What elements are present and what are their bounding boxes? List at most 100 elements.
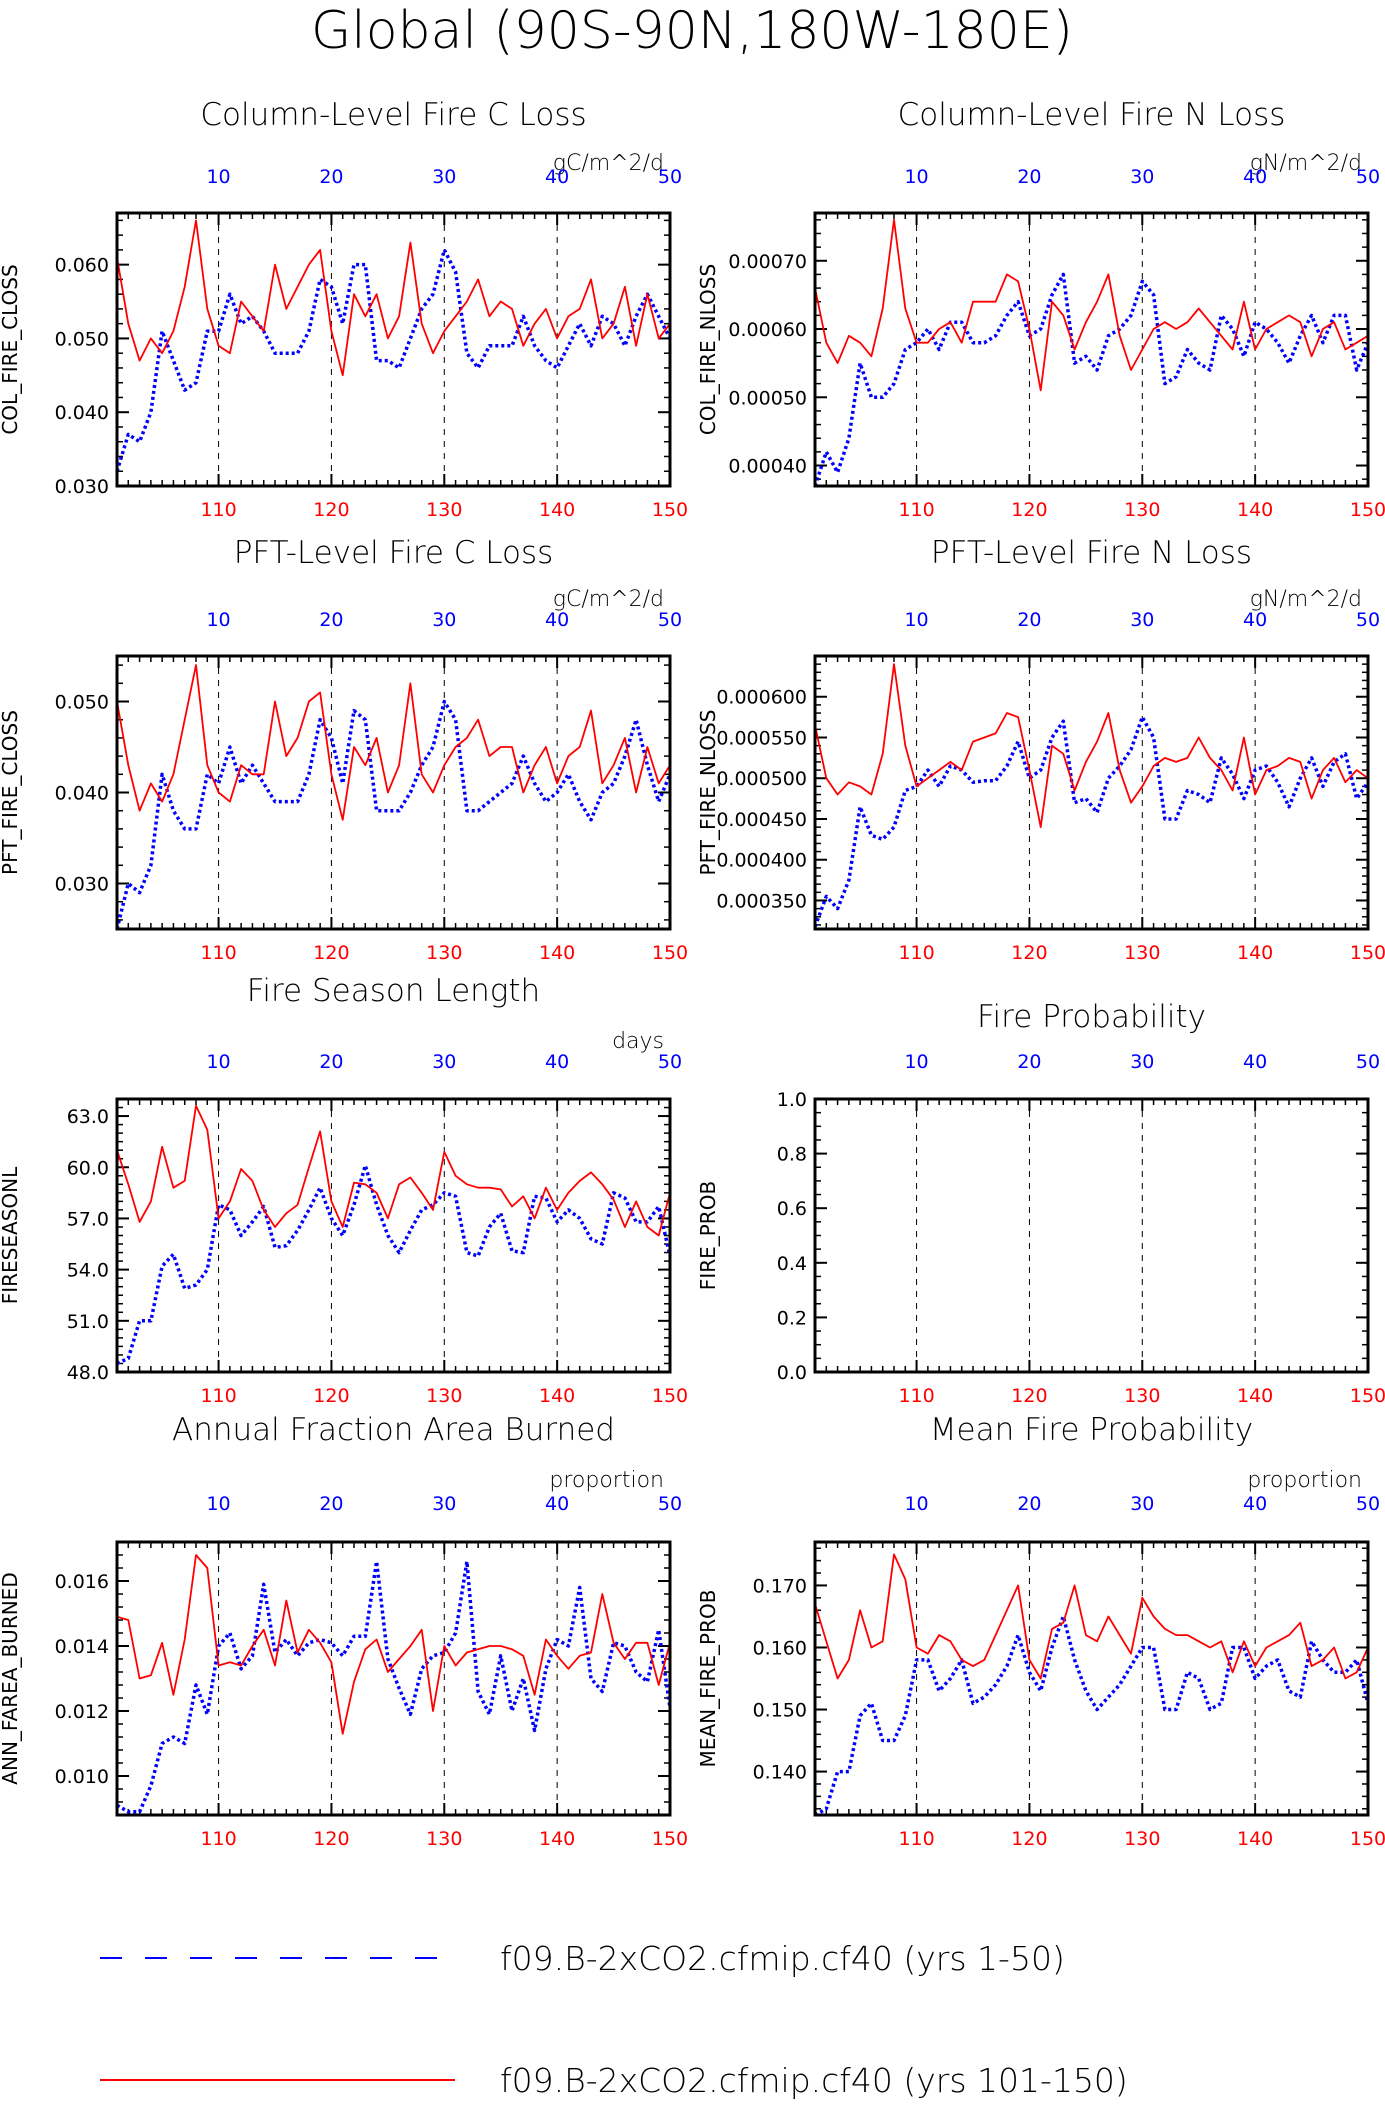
y-tick-label: 0.0 <box>777 1362 807 1384</box>
bottom-axis-tick-label: 130 <box>1124 1828 1160 1850</box>
top-axis-tick-label: 50 <box>1356 1493 1380 1515</box>
top-axis-tick-label: 40 <box>1243 609 1267 631</box>
series-line-yrs-101-150 <box>814 663 1369 828</box>
y-axis-label: FIRESEASONL <box>0 1166 22 1304</box>
series-line-yrs-1-50 <box>116 1559 672 1814</box>
y-tick-label: 0.000550 <box>716 727 807 749</box>
top-axis-tick-label: 50 <box>658 1051 682 1073</box>
bottom-axis-tick-label: 120 <box>313 942 349 964</box>
bottom-axis-tick-label: 150 <box>1350 942 1385 964</box>
series-line-yrs-1-50 <box>116 1163 672 1366</box>
bottom-axis-tick-label: 150 <box>652 1385 688 1407</box>
y-axis-label: COL_FIRE_NLOSS <box>696 264 720 435</box>
plot-frame <box>813 1540 1370 1817</box>
bottom-axis-tick-label: 140 <box>539 942 575 964</box>
bottom-axis-tick-label: 150 <box>1350 1828 1385 1850</box>
y-axis-label: FIRE_PROB <box>696 1181 720 1290</box>
units-label: gC/m^2/d <box>553 587 664 612</box>
y-tick-label: 0.014 <box>55 1636 109 1658</box>
legend-label-1: f09.B-2xCO2.cfmip.cf40 (yrs 1-50) <box>500 1939 1065 1978</box>
units-label: gN/m^2/d <box>1250 151 1362 176</box>
top-axis-tick-label: 20 <box>319 1493 343 1515</box>
bottom-axis-tick-label: 120 <box>1011 499 1047 521</box>
top-axis-tick-label: 20 <box>1017 166 1041 188</box>
units-label: gC/m^2/d <box>553 151 664 176</box>
y-tick-label: 0.170 <box>753 1575 807 1597</box>
bottom-axis-tick-label: 110 <box>898 499 934 521</box>
series-line-yrs-101-150 <box>814 1553 1369 1680</box>
bottom-axis-tick-label: 150 <box>652 1828 688 1850</box>
chart-title: PFT-Level Fire C Loss <box>234 535 554 571</box>
bottom-axis-tick-label: 120 <box>1011 942 1047 964</box>
bottom-axis-tick-label: 120 <box>1011 1828 1047 1850</box>
top-axis-tick-label: 30 <box>432 609 456 631</box>
chart-panel-8: Mean Fire Probability proportion 0.140 0.15… <box>696 1412 1385 1850</box>
chart-title: Mean Fire Probability <box>930 1412 1253 1448</box>
chart-panel-3: PFT-Level Fire C Loss gC/m^2/d 0.030 0.040 0… <box>0 535 688 964</box>
plot-frame <box>813 654 1370 931</box>
bottom-axis-tick-label: 120 <box>313 499 349 521</box>
bottom-axis-tick-label: 150 <box>652 942 688 964</box>
bottom-axis-tick-label: 110 <box>200 1385 236 1407</box>
chart-panels: Column-Level Fire C LossgC/m^2/d0.0300.0… <box>0 97 1385 1850</box>
y-tick-label: 0.010 <box>55 1766 109 1788</box>
y-tick-label: 0.060 <box>55 255 109 277</box>
plot-frame <box>115 654 672 931</box>
bottom-axis-tick-label: 150 <box>1350 1385 1385 1407</box>
top-axis-tick-label: 30 <box>432 1051 456 1073</box>
units-label: proportion <box>1247 1468 1362 1493</box>
top-axis-tick-label: 10 <box>206 1493 230 1515</box>
bottom-axis-tick-label: 140 <box>539 1828 575 1850</box>
top-axis-tick-label: 40 <box>1243 1493 1267 1515</box>
bottom-axis-tick-label: 130 <box>426 1828 462 1850</box>
y-tick-label: 57.0 <box>67 1208 109 1230</box>
y-tick-label: 0.040 <box>55 783 109 805</box>
top-axis-tick-label: 20 <box>1017 609 1041 631</box>
y-tick-label: 0.6 <box>777 1198 807 1220</box>
plot-frame <box>115 211 672 488</box>
top-axis-tick-label: 30 <box>432 1493 456 1515</box>
y-tick-label: 48.0 <box>67 1362 109 1384</box>
bottom-axis-tick-label: 120 <box>313 1385 349 1407</box>
top-axis-tick-label: 50 <box>1356 609 1380 631</box>
legend-label-2: f09.B-2xCO2.cfmip.cf40 (yrs 101-150) <box>500 2061 1128 2100</box>
y-tick-label: 0.012 <box>55 1701 109 1723</box>
chart-title: Column-Level Fire N Loss <box>898 97 1286 133</box>
bottom-axis-tick-label: 110 <box>898 942 934 964</box>
bottom-axis-tick-label: 120 <box>313 1828 349 1850</box>
series-line-yrs-101-150 <box>116 1554 671 1735</box>
plot-frame <box>813 211 1370 488</box>
y-tick-label: 0.000350 <box>716 890 807 912</box>
chart-title: Fire Season Length <box>247 973 540 1009</box>
series-line-yrs-1-50 <box>115 699 672 930</box>
units-label: gN/m^2/d <box>1250 587 1362 612</box>
chart-title: Fire Probability <box>977 999 1206 1035</box>
top-axis-tick-label: 50 <box>1356 1051 1380 1073</box>
bottom-axis-tick-label: 140 <box>1237 1828 1273 1850</box>
bottom-axis-tick-label: 110 <box>898 1828 934 1850</box>
y-tick-label: 0.030 <box>55 476 109 498</box>
top-axis-tick-label: 20 <box>1017 1051 1041 1073</box>
top-axis-tick-label: 30 <box>1130 1493 1154 1515</box>
top-axis-tick-label: 20 <box>319 609 343 631</box>
y-tick-label: 0.050 <box>55 328 109 350</box>
top-axis-tick-label: 30 <box>432 166 456 188</box>
bottom-axis-tick-label: 130 <box>426 1385 462 1407</box>
series-line-yrs-101-150 <box>814 218 1369 392</box>
series-line-yrs-101-150 <box>116 664 671 821</box>
y-tick-label: 0.140 <box>753 1762 807 1784</box>
y-tick-label: 51.0 <box>67 1311 109 1333</box>
series-line-yrs-1-50 <box>813 715 1370 928</box>
bottom-axis-tick-label: 120 <box>1011 1385 1047 1407</box>
y-tick-label: 0.000600 <box>716 687 807 709</box>
top-axis-tick-label: 30 <box>1130 609 1154 631</box>
series-line-yrs-1-50 <box>115 248 672 472</box>
top-axis-tick-label: 10 <box>206 166 230 188</box>
chart-panel-2: Column-Level Fire N Loss gN/m^2/d 0.00040 0… <box>696 97 1385 521</box>
top-axis-tick-label: 50 <box>658 166 682 188</box>
y-tick-label: 0.4 <box>777 1253 807 1275</box>
bottom-axis-tick-label: 140 <box>1237 1385 1273 1407</box>
y-axis-label: ANN_FAREA_BURNED <box>0 1572 22 1784</box>
bottom-axis-tick-label: 140 <box>539 1385 575 1407</box>
